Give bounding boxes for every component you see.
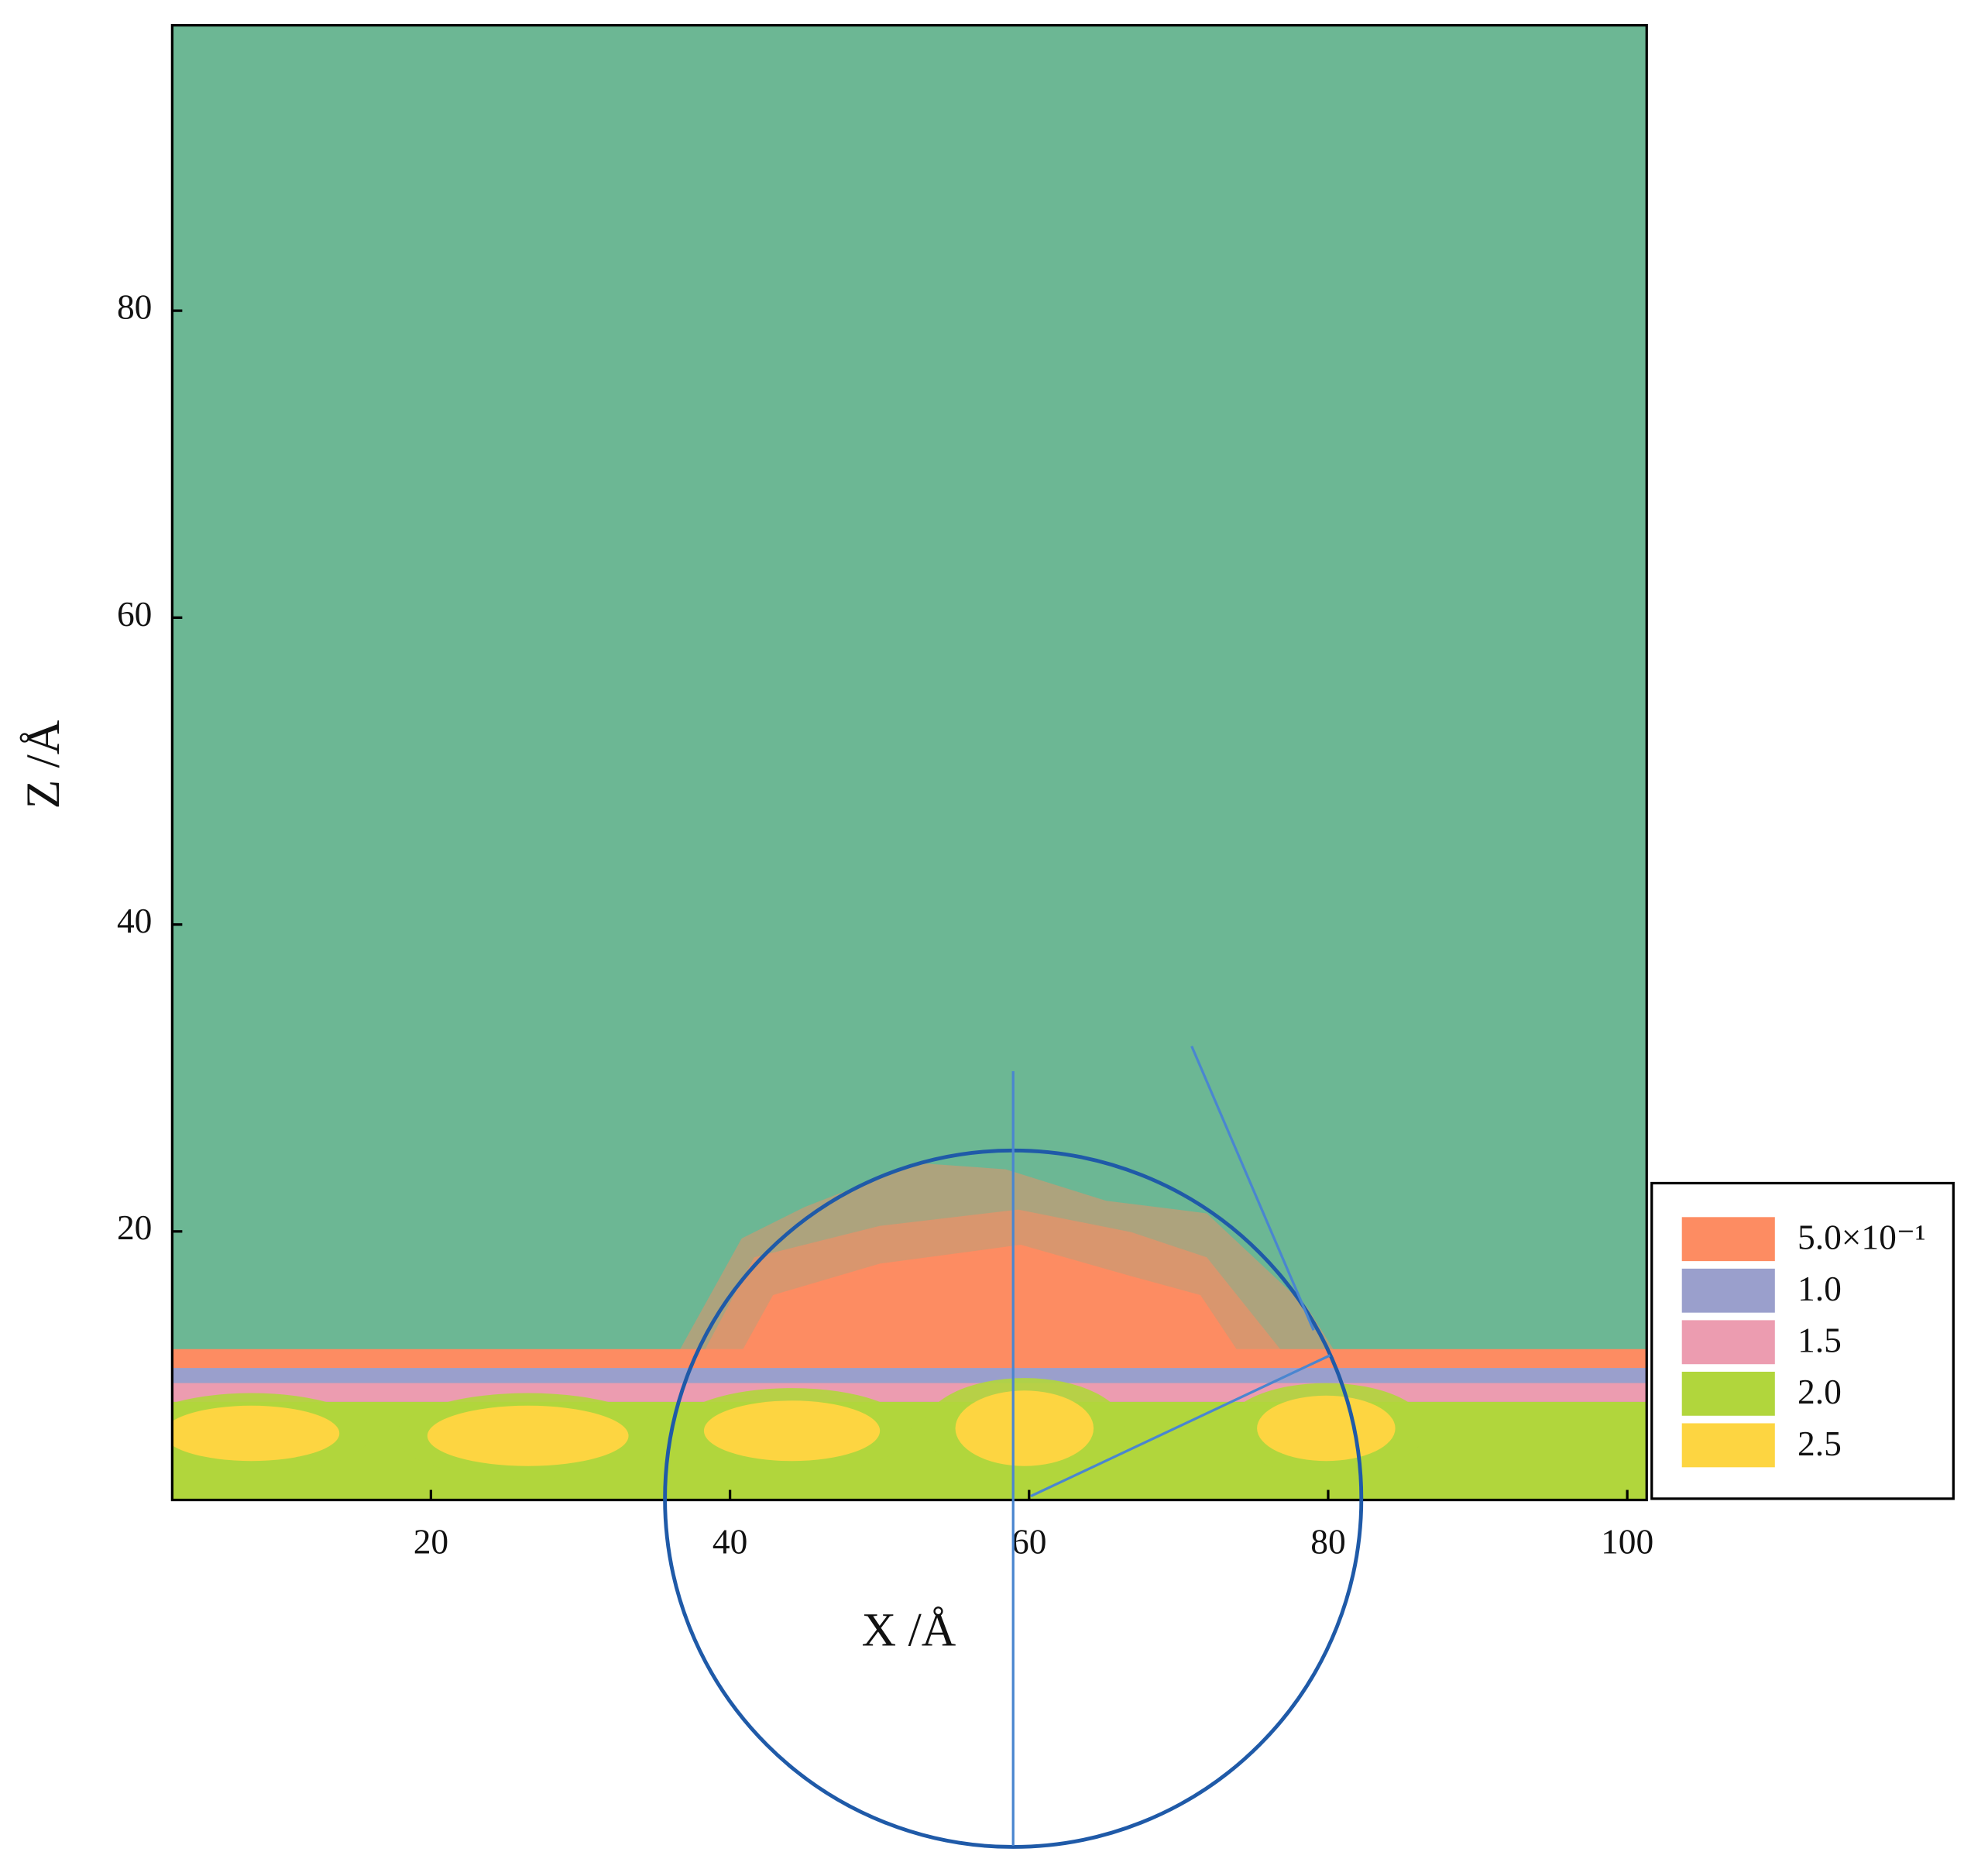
- contour-band: [172, 1368, 1647, 1383]
- legend-label: 1.0: [1798, 1270, 1842, 1308]
- legend-swatch: [1681, 1423, 1775, 1468]
- legend-label: 2.0: [1798, 1373, 1842, 1411]
- tangent-line: [1190, 1045, 1315, 1331]
- x-tick-label: 40: [713, 1522, 747, 1561]
- legend-swatch: [1681, 1268, 1775, 1313]
- x-axis-title: X /Å: [862, 1603, 956, 1656]
- plot-area: [172, 25, 1647, 1500]
- y-axis-title: Z /Å: [17, 720, 70, 809]
- contour-blob: [427, 1405, 629, 1466]
- annotation: [663, 1045, 1364, 1849]
- contour-blob: [172, 1405, 340, 1462]
- x-tick-label: 60: [1011, 1522, 1046, 1561]
- contour-blob: [1257, 1395, 1396, 1462]
- legend-swatch: [1681, 1320, 1775, 1365]
- legend-label: 5.0×10⁻¹: [1798, 1218, 1925, 1257]
- legend-label: 1.5: [1798, 1321, 1842, 1360]
- y-tick-label: 20: [117, 1208, 152, 1247]
- y-tick-label: 80: [117, 288, 152, 327]
- radius-line: [1030, 1354, 1331, 1498]
- x-tick-label: 100: [1601, 1522, 1653, 1561]
- legend-label: 2.5: [1798, 1424, 1842, 1463]
- contour-blob: [703, 1400, 881, 1462]
- x-tick-label: 20: [414, 1522, 448, 1561]
- contour-band: [172, 1401, 1647, 1500]
- legend-swatch: [1681, 1371, 1775, 1416]
- legend: 5.0×10⁻¹ 1.0 1.5 2.0 2.5: [1681, 1217, 1925, 1468]
- plot-frame: [170, 24, 1648, 1502]
- contour-band: [172, 1383, 1647, 1402]
- y-tick-label: 60: [117, 595, 152, 634]
- y-tick-label: 40: [117, 902, 152, 940]
- contour-band: [741, 1245, 1238, 1352]
- x-tick-label: 80: [1310, 1522, 1345, 1561]
- contour-band: [172, 1349, 1647, 1369]
- axes: 20 40 60 80 100 20 40 60 80: [117, 288, 1653, 1562]
- contour-blob: [955, 1390, 1094, 1466]
- legend-swatch: [1681, 1217, 1775, 1262]
